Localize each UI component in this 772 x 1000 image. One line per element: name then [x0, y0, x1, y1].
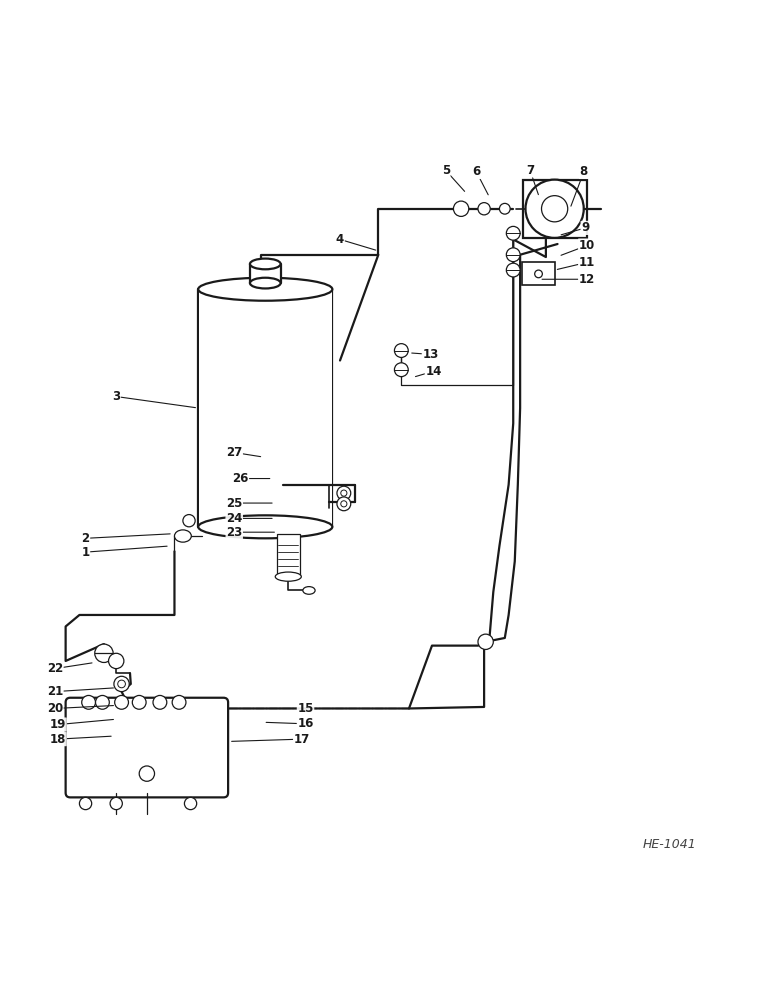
Circle shape: [185, 797, 197, 810]
Ellipse shape: [303, 587, 315, 594]
Circle shape: [526, 180, 584, 238]
Text: 7: 7: [526, 164, 538, 195]
Circle shape: [153, 695, 167, 709]
Text: 25: 25: [226, 497, 272, 510]
Text: 6: 6: [472, 165, 488, 195]
Text: 24: 24: [226, 512, 272, 525]
Text: HE-1041: HE-1041: [643, 838, 696, 851]
Text: 4: 4: [336, 233, 376, 250]
Circle shape: [394, 363, 408, 377]
Circle shape: [337, 486, 350, 500]
Text: 16: 16: [266, 717, 313, 730]
Text: 27: 27: [226, 446, 261, 459]
Ellipse shape: [198, 515, 333, 538]
Bar: [199, 289, 332, 527]
Circle shape: [499, 203, 510, 214]
Text: 3: 3: [112, 390, 195, 408]
Circle shape: [80, 797, 92, 810]
Text: 21: 21: [47, 685, 113, 698]
Circle shape: [183, 515, 195, 527]
Circle shape: [340, 490, 347, 496]
Circle shape: [506, 248, 520, 262]
Bar: [523, 180, 587, 238]
FancyBboxPatch shape: [523, 262, 554, 285]
Circle shape: [110, 797, 122, 810]
Circle shape: [478, 634, 493, 649]
Circle shape: [172, 695, 186, 709]
Circle shape: [96, 695, 110, 709]
Text: 23: 23: [226, 526, 274, 539]
Text: 26: 26: [232, 472, 269, 485]
Text: 10: 10: [561, 239, 595, 255]
Text: 11: 11: [557, 256, 595, 269]
Circle shape: [114, 676, 129, 692]
Circle shape: [478, 203, 490, 215]
Circle shape: [541, 196, 567, 222]
Ellipse shape: [250, 259, 280, 269]
Circle shape: [506, 263, 520, 277]
Circle shape: [394, 344, 408, 357]
Text: 22: 22: [47, 662, 92, 675]
Circle shape: [535, 270, 543, 278]
FancyBboxPatch shape: [66, 698, 228, 797]
Text: 5: 5: [442, 164, 465, 191]
Ellipse shape: [198, 278, 333, 301]
Circle shape: [337, 497, 350, 511]
Bar: [250, 264, 280, 283]
Circle shape: [95, 644, 113, 662]
Circle shape: [139, 766, 154, 781]
Text: 20: 20: [47, 702, 113, 715]
Text: 18: 18: [49, 733, 111, 746]
Circle shape: [340, 501, 347, 507]
Text: 19: 19: [49, 718, 113, 731]
Ellipse shape: [276, 572, 301, 581]
Text: 13: 13: [411, 348, 438, 361]
Text: 2: 2: [82, 532, 170, 545]
Ellipse shape: [174, 530, 191, 542]
Circle shape: [109, 653, 124, 669]
Text: 9: 9: [561, 221, 589, 235]
Circle shape: [115, 695, 128, 709]
Text: 17: 17: [232, 733, 310, 746]
Circle shape: [118, 680, 125, 688]
Text: 14: 14: [415, 365, 442, 378]
Text: 1: 1: [82, 546, 167, 559]
Ellipse shape: [250, 278, 280, 288]
Text: 8: 8: [571, 165, 587, 206]
Text: 12: 12: [542, 273, 595, 286]
Text: 15: 15: [270, 702, 313, 715]
Circle shape: [132, 695, 146, 709]
Circle shape: [506, 226, 520, 240]
Circle shape: [82, 695, 96, 709]
Bar: [277, 534, 300, 577]
Circle shape: [453, 201, 469, 216]
